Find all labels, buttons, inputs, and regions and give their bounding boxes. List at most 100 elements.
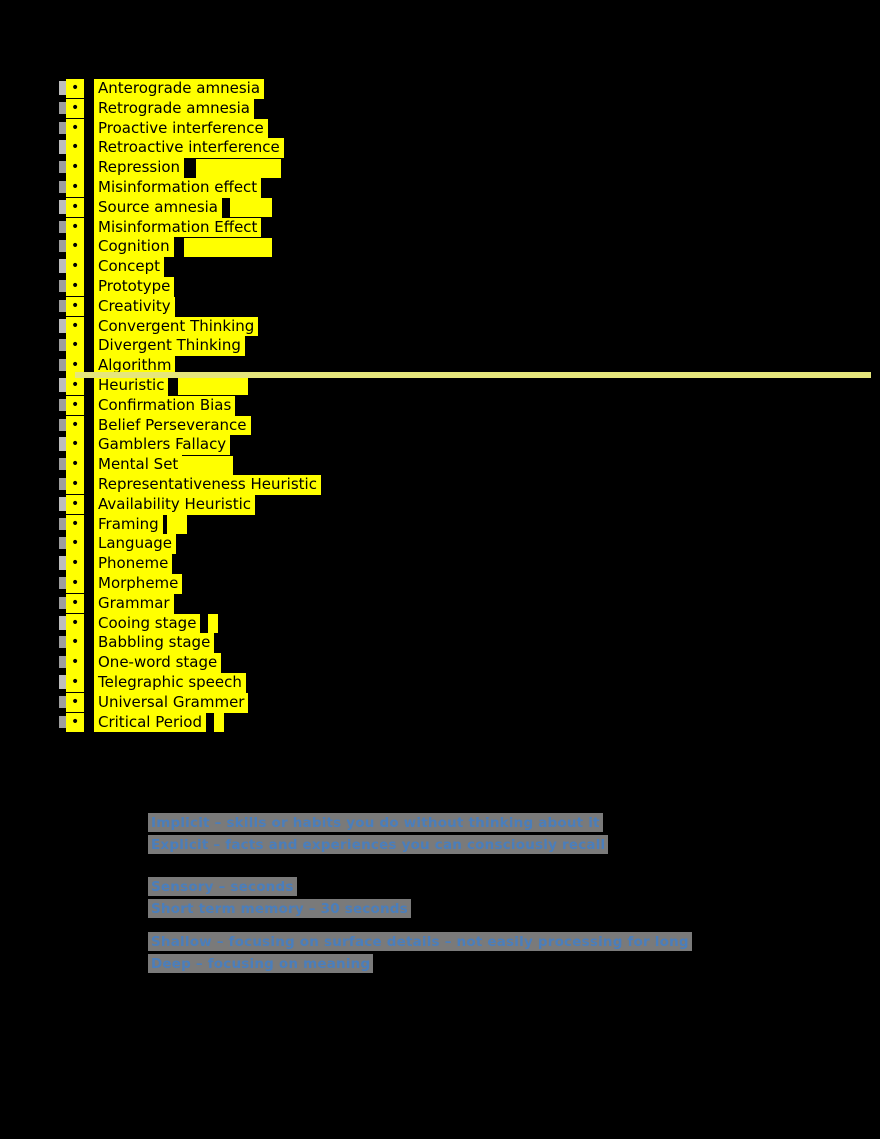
margin-artifact xyxy=(59,715,66,728)
list-item: • Creativity xyxy=(59,296,876,317)
bullet-icon: • xyxy=(71,258,80,275)
list-item-label[interactable]: Heuristic xyxy=(94,375,169,396)
bullet-icon: • xyxy=(71,693,80,710)
bullet-highlight: • xyxy=(66,257,84,277)
note-line-text[interactable]: Explicit – facts and experiences you can… xyxy=(148,834,609,854)
list-item: • Universal Grammer xyxy=(59,692,876,713)
trailing-highlight xyxy=(208,614,218,634)
list-item: • Telegraphic speech xyxy=(59,672,876,693)
margin-artifact xyxy=(59,259,66,274)
bullet-highlight: • xyxy=(66,217,84,237)
list-item-label[interactable]: Concept xyxy=(94,257,165,277)
list-item-label[interactable]: Proactive interference xyxy=(94,118,268,139)
margin-artifact xyxy=(59,299,66,312)
list-item: • Cooing stage xyxy=(59,613,876,634)
bullet-highlight: • xyxy=(66,494,84,515)
list-item: • Phoneme xyxy=(59,554,876,574)
bullet-highlight: • xyxy=(66,336,84,356)
note-line-text[interactable]: Shallow – focusing on surface details – … xyxy=(148,932,692,951)
bullet-icon: • xyxy=(71,574,80,591)
list-item-label[interactable]: Source amnesia xyxy=(94,197,222,218)
margin-artifact xyxy=(59,674,66,689)
list-item-label[interactable]: Availability Heuristic xyxy=(94,494,255,515)
bullet-icon: • xyxy=(71,139,80,156)
bullet-highlight: • xyxy=(66,474,84,495)
note-line: Explicit – facts and experiences you can… xyxy=(148,834,609,856)
bullet-icon: • xyxy=(71,713,80,730)
list-item: • One-word stage xyxy=(59,653,876,673)
list-item-label[interactable]: Belief Perseverance xyxy=(94,415,251,436)
bullet-icon: • xyxy=(71,634,80,651)
bullet-highlight: • xyxy=(66,177,84,198)
list-item-label[interactable]: Mental Set xyxy=(94,455,183,475)
list-item: • Heuristic xyxy=(59,375,876,396)
bullet-icon: • xyxy=(71,614,80,631)
list-item-label[interactable]: Cognition xyxy=(94,237,174,258)
list-item-label[interactable]: Morpheme xyxy=(94,573,183,594)
bullet-icon: • xyxy=(71,673,80,690)
list-item-label[interactable]: Algorithm xyxy=(94,356,176,376)
note-line: Short term memory – 30 seconds xyxy=(148,898,411,920)
margin-artifact xyxy=(59,240,66,253)
margin-artifact xyxy=(59,199,66,214)
list-item-label[interactable]: Telegraphic speech xyxy=(94,672,246,693)
list-item-label[interactable]: Confirmation Bias xyxy=(94,395,236,416)
list-item: • Prototype xyxy=(59,276,876,297)
list-item-label[interactable]: Framing xyxy=(94,514,163,535)
bullet-icon: • xyxy=(71,159,80,176)
bullet-icon: • xyxy=(71,357,80,374)
list-item-label[interactable]: Phoneme xyxy=(94,554,173,574)
list-item-label[interactable]: Prototype xyxy=(94,276,175,297)
bullet-highlight: • xyxy=(66,455,84,475)
bullet-icon: • xyxy=(71,515,80,532)
bullet-highlight: • xyxy=(66,573,84,594)
list-item-label[interactable]: Cooing stage xyxy=(94,613,201,634)
list-item-label[interactable]: Grammar xyxy=(94,593,174,614)
bullet-icon: • xyxy=(71,555,80,572)
bullet-highlight: • xyxy=(66,514,84,534)
list-item-label[interactable]: One-word stage xyxy=(94,653,222,673)
list-item-label[interactable]: Retroactive interference xyxy=(94,138,284,159)
list-item-label[interactable]: Convergent Thinking xyxy=(94,316,259,337)
list-item-label[interactable]: Creativity xyxy=(94,296,175,317)
note-block: Sensory – seconds Short term memory – 30 … xyxy=(148,876,411,920)
bullet-icon: • xyxy=(71,396,80,413)
list-item: • Framing xyxy=(59,514,876,535)
list-item-label[interactable]: Misinformation effect xyxy=(94,177,262,198)
list-item-label[interactable]: Repression xyxy=(94,158,185,178)
note-line-text[interactable]: Sensory – seconds xyxy=(148,877,297,896)
list-item-label[interactable]: Babbling stage xyxy=(94,633,215,654)
bullet-icon: • xyxy=(71,654,80,671)
note-line-text[interactable]: Deep – focusing on meaning xyxy=(148,953,374,973)
list-item-label[interactable]: Gamblers Fallacy xyxy=(94,435,231,456)
bullet-icon: • xyxy=(71,99,80,116)
margin-artifact xyxy=(59,596,66,609)
margin-artifact xyxy=(59,220,66,233)
list-item-label[interactable]: Language xyxy=(94,534,177,555)
margin-artifact xyxy=(59,517,66,530)
list-item-label[interactable]: Retrograde amnesia xyxy=(94,98,254,119)
list-item: • Cognition xyxy=(59,237,876,258)
list-item-label[interactable]: Misinformation Effect xyxy=(94,217,262,238)
list-item: • Belief Perseverance xyxy=(59,415,876,436)
list-item-label[interactable]: Divergent Thinking xyxy=(94,336,245,357)
bullet-icon: • xyxy=(71,238,80,255)
list-item-label[interactable]: Anterograde amnesia xyxy=(94,79,265,99)
list-item: • Proactive interference xyxy=(59,118,876,139)
list-item: • Availability Heuristic xyxy=(59,494,876,515)
bullet-icon: • xyxy=(71,436,80,453)
bullet-highlight: • xyxy=(66,435,84,455)
bullet-icon: • xyxy=(71,535,80,552)
list-item-label[interactable]: Critical Period xyxy=(94,712,207,733)
note-line-text[interactable]: Implicit – skills or habits you do witho… xyxy=(148,813,603,832)
bullet-highlight: • xyxy=(66,534,84,554)
list-item: • Misinformation effect xyxy=(59,177,876,198)
note-line: Shallow – focusing on surface details – … xyxy=(148,931,692,953)
note-line-text[interactable]: Short term memory – 30 seconds xyxy=(148,898,411,918)
list-item-label[interactable]: Universal Grammer xyxy=(94,692,249,713)
list-item-label[interactable]: Representativeness Heuristic xyxy=(94,474,321,495)
bullet-highlight: • xyxy=(66,712,84,732)
list-item: • Divergent Thinking xyxy=(59,336,876,357)
bullet-highlight: • xyxy=(66,692,84,713)
